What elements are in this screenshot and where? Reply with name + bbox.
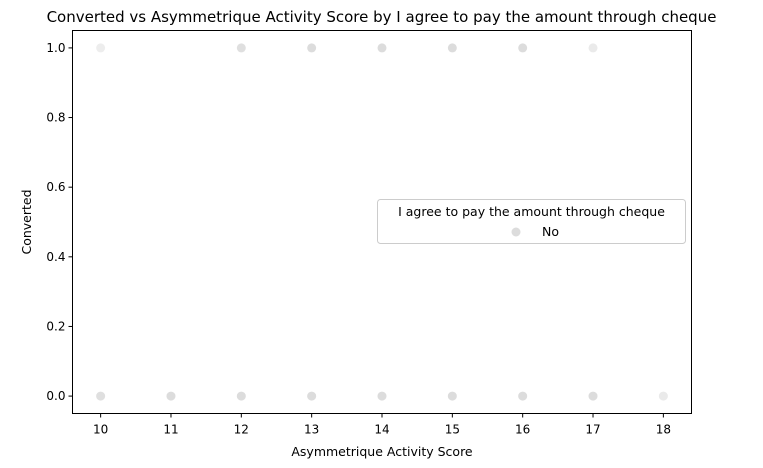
data-point <box>307 391 317 401</box>
x-tick-label: 12 <box>234 423 249 437</box>
y-tick-label: 0.4 <box>46 250 65 264</box>
data-point <box>658 391 668 401</box>
plot-area <box>96 43 668 401</box>
x-tick-label: 17 <box>585 423 600 437</box>
y-tick-label: 0.2 <box>46 319 65 333</box>
y-axis: 0.0 0.2 0.4 0.6 0.8 1.0 <box>46 41 73 403</box>
data-point <box>236 43 246 53</box>
y-tick-label: 0.0 <box>46 389 65 403</box>
legend-title: I agree to pay the amount through cheque <box>398 204 665 219</box>
data-point <box>447 43 457 53</box>
data-point <box>588 391 598 401</box>
x-tick-label: 18 <box>656 423 671 437</box>
x-tick-label: 11 <box>163 423 178 437</box>
data-point <box>377 43 387 53</box>
x-tick-label: 15 <box>445 423 460 437</box>
x-axis: 10 11 12 13 14 15 16 17 18 <box>93 413 671 437</box>
data-point <box>588 43 598 53</box>
legend-marker <box>511 227 521 237</box>
data-point <box>96 43 106 53</box>
x-tick-label: 16 <box>515 423 530 437</box>
data-point <box>518 391 528 401</box>
data-point <box>166 391 176 401</box>
data-point <box>377 391 387 401</box>
x-tick-label: 14 <box>374 423 389 437</box>
data-point <box>307 43 317 53</box>
x-axis-label: Asymmetrique Activity Score <box>291 444 473 459</box>
data-point <box>518 43 528 53</box>
data-point <box>447 391 457 401</box>
chart-title: Converted vs Asymmetrique Activity Score… <box>47 8 717 26</box>
legend: I agree to pay the amount through cheque… <box>377 199 686 244</box>
x-tick-label: 10 <box>93 423 108 437</box>
y-axis-label: Converted <box>19 189 34 254</box>
legend-box <box>377 199 686 244</box>
y-tick-label: 1.0 <box>46 41 65 55</box>
y-tick-label: 0.8 <box>46 111 65 125</box>
y-tick-label: 0.6 <box>46 180 65 194</box>
legend-entry-label: No <box>542 224 559 239</box>
data-point <box>96 391 106 401</box>
data-point <box>236 391 246 401</box>
x-tick-label: 13 <box>304 423 319 437</box>
